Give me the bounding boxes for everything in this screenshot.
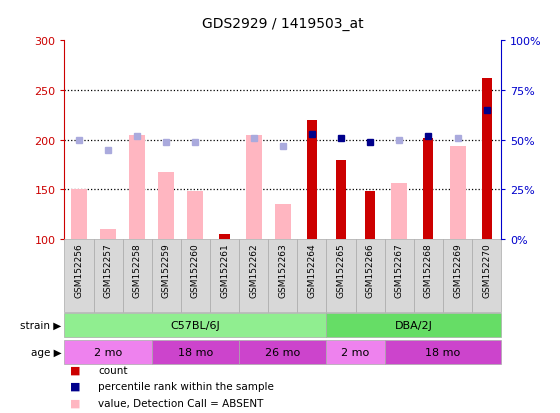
Text: GSM152262: GSM152262 [249,243,258,298]
FancyBboxPatch shape [181,240,210,312]
FancyBboxPatch shape [123,240,152,312]
Bar [450,146,465,240]
FancyBboxPatch shape [356,240,385,312]
FancyBboxPatch shape [385,240,414,312]
Text: ■: ■ [70,398,81,408]
FancyBboxPatch shape [94,240,123,312]
Text: ■: ■ [70,381,81,391]
Text: GSM152260: GSM152260 [191,243,200,298]
FancyBboxPatch shape [152,240,181,312]
Text: percentile rank within the sample: percentile rank within the sample [98,381,274,391]
Bar [158,172,174,240]
FancyBboxPatch shape [385,340,501,364]
Text: value, Detection Call = ABSENT: value, Detection Call = ABSENT [98,398,263,408]
FancyBboxPatch shape [326,340,385,364]
Bar [391,184,407,240]
Text: GSM152263: GSM152263 [278,243,287,298]
Text: GSM152264: GSM152264 [307,243,316,298]
FancyBboxPatch shape [64,240,94,312]
FancyBboxPatch shape [152,340,239,364]
Bar [246,135,262,240]
Text: C57BL/6J: C57BL/6J [171,320,220,330]
Text: GSM152257: GSM152257 [104,243,113,298]
Text: GSM152267: GSM152267 [395,243,404,298]
Text: ■: ■ [70,365,81,375]
Text: strain ▶: strain ▶ [20,320,62,330]
FancyBboxPatch shape [297,240,326,312]
Bar [275,205,291,240]
Text: GSM152256: GSM152256 [74,243,83,298]
Bar [188,192,203,240]
Text: GSM152265: GSM152265 [337,243,346,298]
Bar [307,121,317,240]
Text: 2 mo: 2 mo [94,347,122,357]
Text: DBA/2J: DBA/2J [395,320,433,330]
FancyBboxPatch shape [472,240,501,312]
Text: count: count [98,365,128,375]
FancyBboxPatch shape [443,240,472,312]
Text: 18 mo: 18 mo [178,347,213,357]
Bar [100,230,116,240]
Bar [129,135,145,240]
FancyBboxPatch shape [326,240,356,312]
Bar [482,79,492,240]
Text: GSM152259: GSM152259 [162,243,171,298]
FancyBboxPatch shape [210,240,239,312]
Text: GSM152266: GSM152266 [366,243,375,298]
Text: 26 mo: 26 mo [265,347,300,357]
Bar [423,138,433,240]
Bar [220,235,230,240]
FancyBboxPatch shape [64,340,152,364]
Bar [365,192,375,240]
Text: GDS2929 / 1419503_at: GDS2929 / 1419503_at [202,17,363,31]
Text: GSM152261: GSM152261 [220,243,229,298]
Text: GSM152269: GSM152269 [453,243,462,298]
Text: age ▶: age ▶ [31,347,62,357]
Text: 2 mo: 2 mo [342,347,370,357]
Bar [336,160,346,240]
FancyBboxPatch shape [239,340,326,364]
Text: GSM152270: GSM152270 [482,243,491,298]
Text: GSM152268: GSM152268 [424,243,433,298]
Text: 18 mo: 18 mo [426,347,460,357]
FancyBboxPatch shape [268,240,297,312]
FancyBboxPatch shape [239,240,268,312]
Bar [71,190,87,240]
Text: GSM152258: GSM152258 [133,243,142,298]
FancyBboxPatch shape [64,313,326,337]
FancyBboxPatch shape [326,313,501,337]
FancyBboxPatch shape [414,240,443,312]
